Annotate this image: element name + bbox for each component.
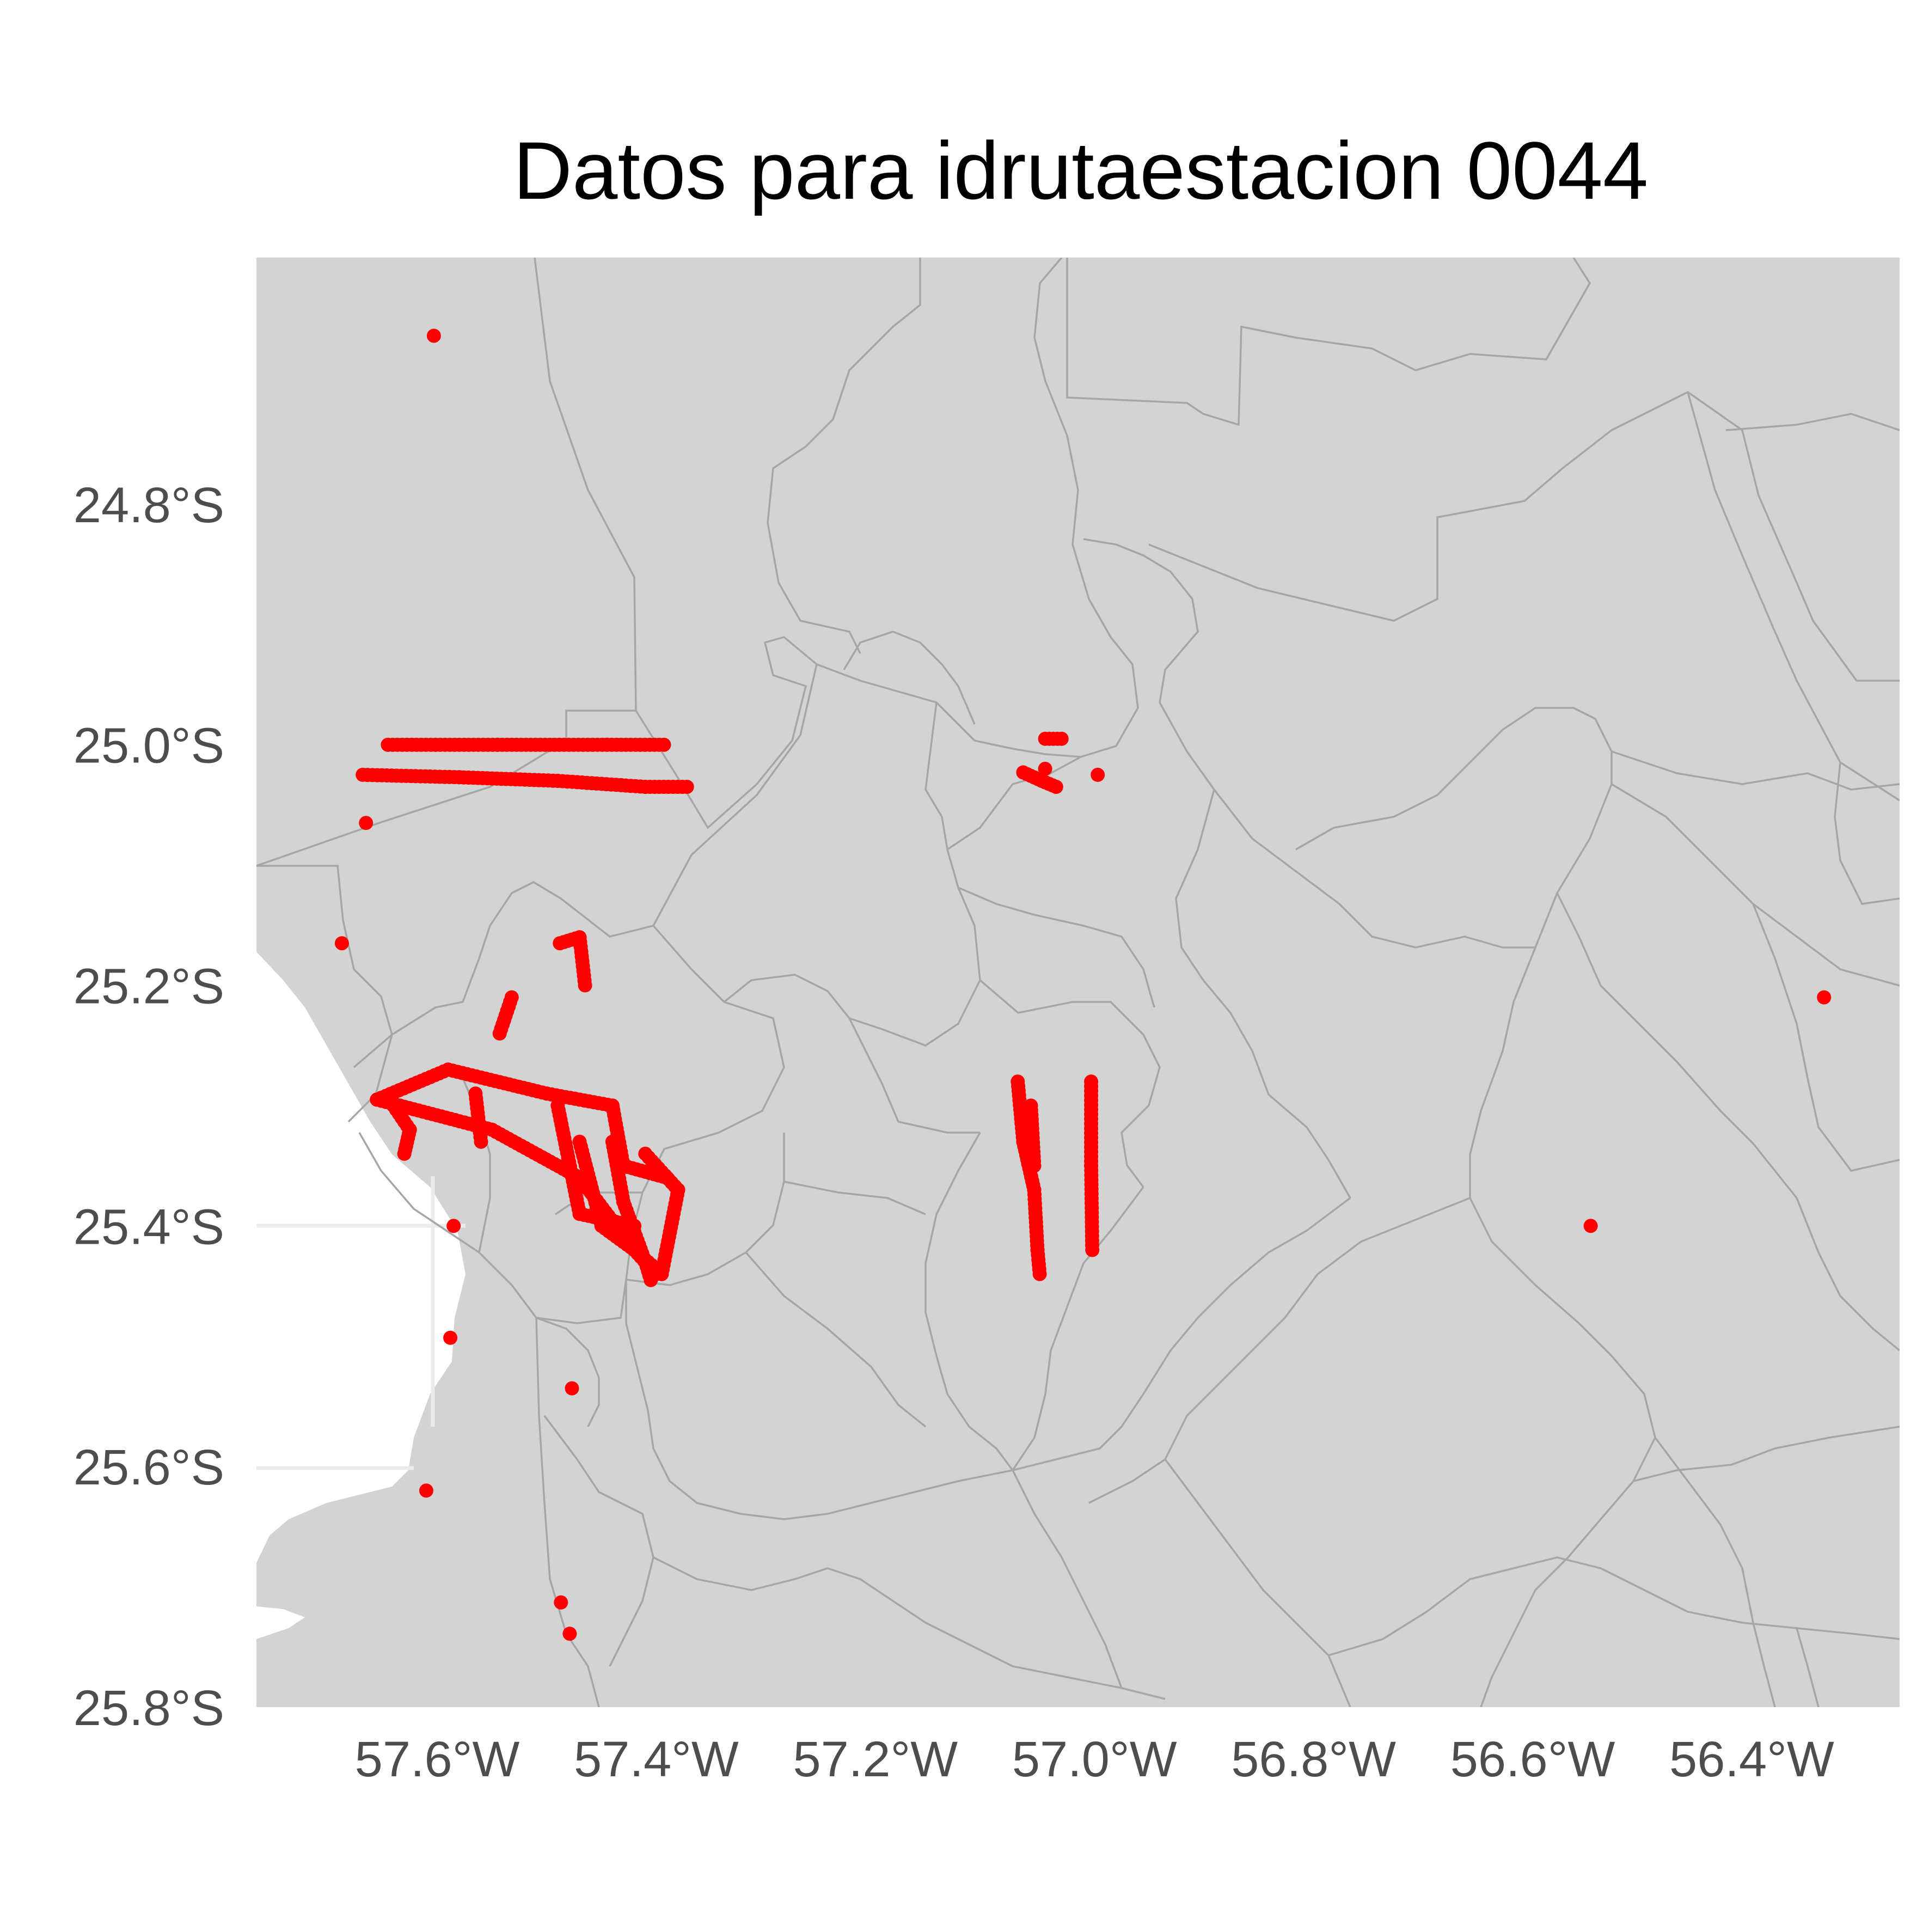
track-point [578, 978, 592, 993]
x-tick-label: 56.4°W [1669, 1732, 1834, 1787]
land-background [256, 258, 1900, 1707]
data-point [1038, 761, 1052, 776]
data-point [359, 816, 373, 830]
track-point [657, 737, 671, 752]
river-inlet [256, 1606, 305, 1639]
track-point [638, 1146, 653, 1161]
track-point [679, 780, 694, 794]
data-point [443, 1330, 458, 1345]
data-point [446, 1219, 461, 1233]
x-tick-label: 57.2°W [793, 1732, 958, 1787]
track-point [1032, 1267, 1047, 1281]
track-point [1027, 1158, 1042, 1173]
isolated-points-layer [334, 328, 1832, 1641]
data-point [1091, 767, 1105, 782]
track-point [1054, 731, 1069, 746]
data-point [1583, 1219, 1598, 1233]
data-point [565, 1381, 579, 1396]
y-tick-label: 25.8°S [74, 1680, 224, 1736]
data-point [562, 1627, 577, 1641]
data-point [1817, 990, 1832, 1005]
x-axis-tick-labels: 57.6°W 57.4°W 57.2°W 57.0°W 56.8°W 56.6°W 56.4… [355, 1732, 1834, 1787]
x-tick-label: 57.0°W [1012, 1732, 1177, 1787]
x-tick-label: 56.6°W [1450, 1732, 1615, 1787]
y-tick-label: 25.4°S [74, 1199, 224, 1255]
gridlines [256, 1176, 466, 1470]
data-point [419, 1483, 433, 1498]
track-point [627, 1219, 642, 1233]
track-point [1085, 1243, 1100, 1257]
x-tick-label: 57.6°W [355, 1732, 520, 1787]
y-tick-label: 25.2°S [74, 959, 224, 1014]
track-points-layer [356, 731, 1100, 1287]
track-point [397, 1146, 412, 1161]
x-tick-label: 57.4°W [574, 1732, 739, 1787]
map-panel [256, 258, 1900, 1707]
y-tick-label: 24.8°S [74, 478, 224, 533]
data-point [334, 936, 349, 951]
y-axis-tick-labels: 24.8°S 25.0°S 25.2°S 25.4°S 25.6°S 25.8°S [74, 478, 224, 1736]
boundary-lines [256, 258, 1900, 1707]
x-tick-label: 56.8°W [1231, 1732, 1396, 1787]
map-title: Datos para idrutaestacion 0044 [513, 125, 1649, 216]
y-tick-label: 25.0°S [74, 718, 224, 774]
river-water [256, 952, 466, 1563]
data-point [554, 1595, 568, 1610]
track-point [1049, 780, 1063, 794]
track-point [504, 990, 519, 1005]
track-point [644, 1273, 658, 1287]
track-point [474, 1134, 488, 1149]
y-tick-label: 25.6°S [74, 1440, 224, 1495]
data-point [426, 328, 441, 343]
